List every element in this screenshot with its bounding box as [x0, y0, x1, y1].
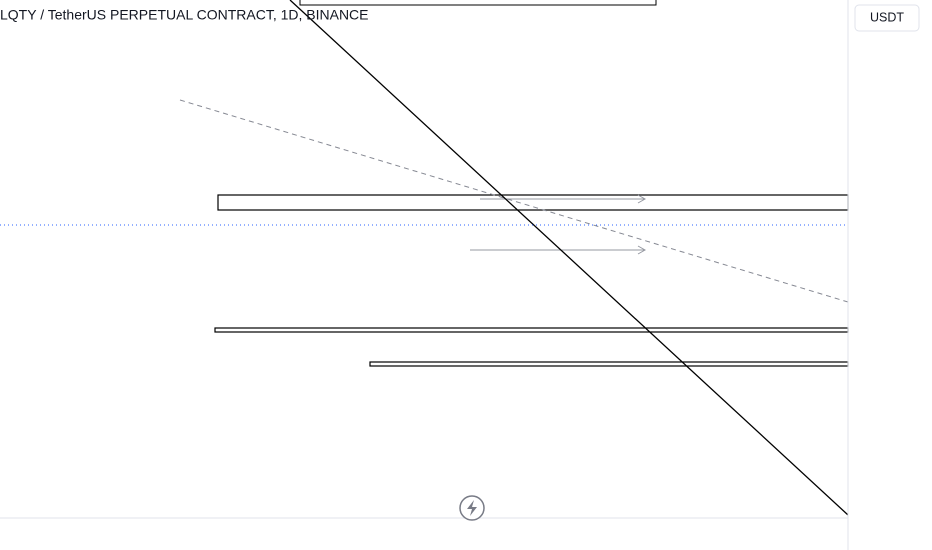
replay-icon[interactable] — [459, 495, 485, 521]
chart-title: LQTY / TetherUS PERPETUAL CONTRACT, 1D, … — [0, 7, 369, 23]
arrow-head — [637, 245, 647, 255]
arrow-head — [637, 194, 647, 204]
trendline — [289, 0, 849, 516]
box — [299, 0, 657, 6]
icon-bolt[interactable] — [467, 500, 477, 516]
currency[interactable]: USDT — [870, 10, 904, 24]
currency-button[interactable] — [854, 4, 920, 32]
